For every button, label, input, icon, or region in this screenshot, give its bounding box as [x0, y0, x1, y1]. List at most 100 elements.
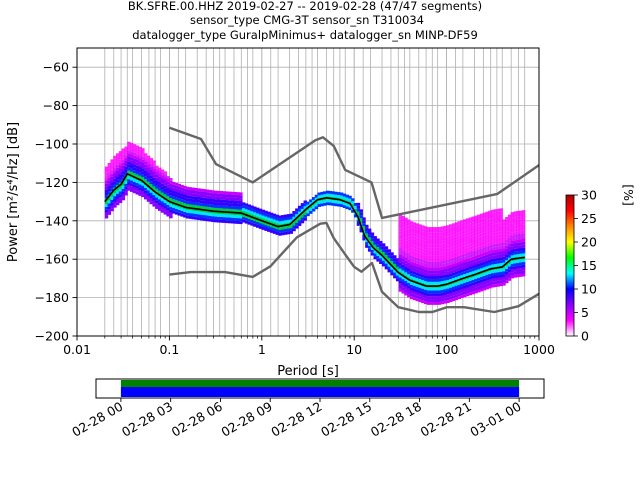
heatmap-cell	[426, 229, 431, 233]
heatmap-cell	[415, 272, 419, 276]
heatmap-cell	[409, 221, 414, 225]
heatmap-cell	[426, 235, 431, 239]
heatmap-cell	[130, 168, 134, 172]
heatmap-cell	[479, 222, 484, 226]
heatmap-cell	[225, 208, 229, 212]
heatmap-cell	[138, 175, 142, 179]
heatmap-cell	[124, 183, 128, 187]
heatmap-cell	[141, 151, 145, 154]
heatmap-cell	[132, 164, 137, 168]
heatmap-cell	[180, 207, 184, 211]
heatmap-cell	[199, 191, 204, 195]
x-tick-label: 10	[346, 342, 362, 357]
heatmap-cell	[160, 198, 165, 202]
heatmap-cell	[356, 202, 361, 206]
heatmap-cell	[440, 252, 445, 256]
heatmap-cell	[180, 210, 184, 214]
heatmap-cell	[325, 193, 330, 197]
heatmap-cell	[407, 251, 411, 255]
heatmap-cell	[283, 214, 288, 218]
heatmap-cell	[488, 250, 492, 254]
heatmap-cell	[429, 276, 433, 279]
heatmap-cell	[446, 228, 450, 232]
heatmap-cell	[471, 282, 475, 286]
heatmap-cell	[177, 195, 181, 199]
colorbar-gradient	[565, 194, 575, 337]
heatmap-cell	[488, 279, 492, 283]
heatmap-cell	[510, 229, 515, 233]
heatmap-cell	[202, 206, 207, 210]
heatmap-cell	[421, 297, 425, 301]
heatmap-cell	[415, 292, 419, 296]
heatmap-cell	[479, 259, 484, 263]
heatmap-cell	[454, 297, 459, 301]
heatmap-cell	[440, 243, 445, 247]
heatmap-cell	[171, 199, 176, 203]
heatmap-cell	[496, 211, 501, 215]
heatmap-cell	[146, 187, 151, 191]
heatmap-cell	[135, 154, 140, 158]
heatmap-cell	[267, 217, 271, 221]
heatmap-cell	[513, 231, 517, 235]
heatmap-cell	[183, 214, 187, 218]
heatmap-cell	[110, 185, 114, 189]
heatmap-cell	[244, 209, 249, 213]
heatmap-cell	[365, 239, 369, 243]
heatmap-cell	[449, 230, 453, 233]
heatmap-cell	[208, 192, 212, 196]
heatmap-cell	[463, 233, 467, 237]
heatmap-cell	[479, 233, 484, 237]
heatmap-cell	[482, 244, 487, 248]
heatmap-cell	[275, 229, 279, 232]
heatmap-cell	[227, 211, 232, 215]
heatmap-cell	[415, 286, 419, 290]
heatmap-cell	[432, 232, 436, 236]
x-tick-label: 0.01	[63, 342, 91, 357]
heatmap-cell	[409, 244, 414, 248]
heatmap-cell	[144, 167, 148, 171]
heatmap-cell	[339, 195, 344, 199]
heatmap-cell	[440, 281, 445, 285]
heatmap-cell	[485, 240, 489, 244]
heatmap-cell	[451, 229, 456, 232]
heatmap-cell	[474, 255, 478, 259]
heatmap-cell	[488, 216, 492, 220]
heatmap-cell	[157, 205, 162, 208]
heatmap-cell	[468, 220, 473, 224]
heatmap-cell	[499, 263, 503, 266]
heatmap-cell	[468, 231, 473, 235]
heatmap-cell	[443, 280, 447, 284]
heatmap-cell	[409, 287, 414, 291]
heatmap-cell	[197, 199, 201, 203]
heatmap-cell	[435, 255, 439, 259]
heatmap-cell	[409, 267, 414, 271]
heatmap-cell	[202, 194, 207, 198]
heatmap-cell	[507, 249, 512, 253]
heatmap-cell	[118, 151, 123, 155]
heatmap-cell	[213, 213, 218, 217]
heatmap-cell	[398, 228, 403, 232]
heatmap-cell	[485, 217, 489, 221]
heatmap-cell	[488, 274, 492, 277]
heatmap-cell	[412, 236, 417, 240]
heatmap-cell	[199, 188, 204, 192]
heatmap-cell	[146, 178, 151, 182]
heatmap-cell	[370, 235, 375, 239]
heatmap-cell	[132, 184, 137, 188]
heatmap-cell	[496, 228, 501, 232]
heatmap-cell	[185, 212, 190, 216]
heatmap-cell	[468, 283, 473, 287]
heatmap-cell	[510, 226, 515, 230]
heatmap-cell	[482, 238, 487, 242]
heatmap-cell	[104, 172, 109, 176]
heatmap-cell	[401, 284, 405, 288]
heatmap-cell	[474, 284, 478, 288]
heatmap-cell	[116, 161, 120, 165]
heatmap-cell	[398, 242, 403, 246]
heatmap-cell	[502, 242, 506, 246]
heatmap-cell	[152, 171, 156, 175]
heatmap-cell	[320, 203, 324, 207]
heatmap-cell	[180, 196, 184, 200]
heatmap-cell	[393, 258, 397, 262]
heatmap-cell	[401, 258, 405, 262]
